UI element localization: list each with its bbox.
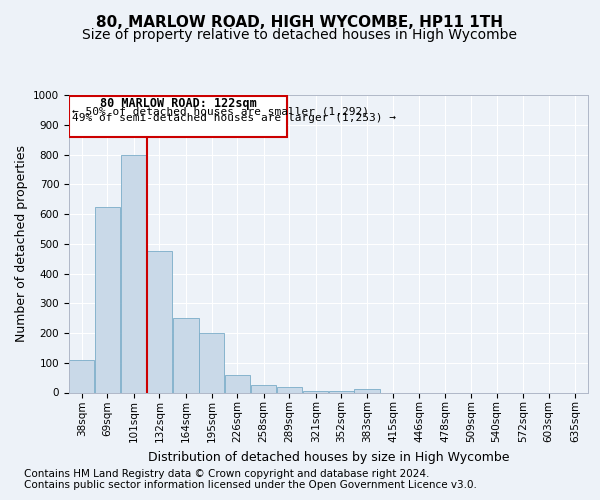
Bar: [329, 391, 354, 392]
Y-axis label: Number of detached properties: Number of detached properties: [14, 145, 28, 342]
Bar: [303, 391, 328, 392]
Text: Size of property relative to detached houses in High Wycombe: Size of property relative to detached ho…: [83, 28, 517, 42]
Bar: [95, 206, 120, 392]
Text: ← 50% of detached houses are smaller (1,292): ← 50% of detached houses are smaller (1,…: [73, 107, 370, 117]
Bar: [251, 385, 276, 392]
Text: 49% of semi-detached houses are larger (1,253) →: 49% of semi-detached houses are larger (…: [73, 114, 397, 124]
FancyBboxPatch shape: [69, 96, 287, 137]
Bar: [69, 360, 94, 392]
Bar: [277, 387, 302, 392]
Bar: [173, 318, 199, 392]
Text: 80 MARLOW ROAD: 122sqm: 80 MARLOW ROAD: 122sqm: [100, 97, 256, 110]
Bar: [199, 333, 224, 392]
Bar: [224, 374, 250, 392]
Bar: [147, 251, 172, 392]
Text: Contains public sector information licensed under the Open Government Licence v3: Contains public sector information licen…: [24, 480, 477, 490]
Bar: [121, 154, 146, 392]
Bar: [355, 389, 380, 392]
Text: 80, MARLOW ROAD, HIGH WYCOMBE, HP11 1TH: 80, MARLOW ROAD, HIGH WYCOMBE, HP11 1TH: [97, 15, 503, 30]
X-axis label: Distribution of detached houses by size in High Wycombe: Distribution of detached houses by size …: [148, 450, 509, 464]
Text: Contains HM Land Registry data © Crown copyright and database right 2024.: Contains HM Land Registry data © Crown c…: [24, 469, 430, 479]
